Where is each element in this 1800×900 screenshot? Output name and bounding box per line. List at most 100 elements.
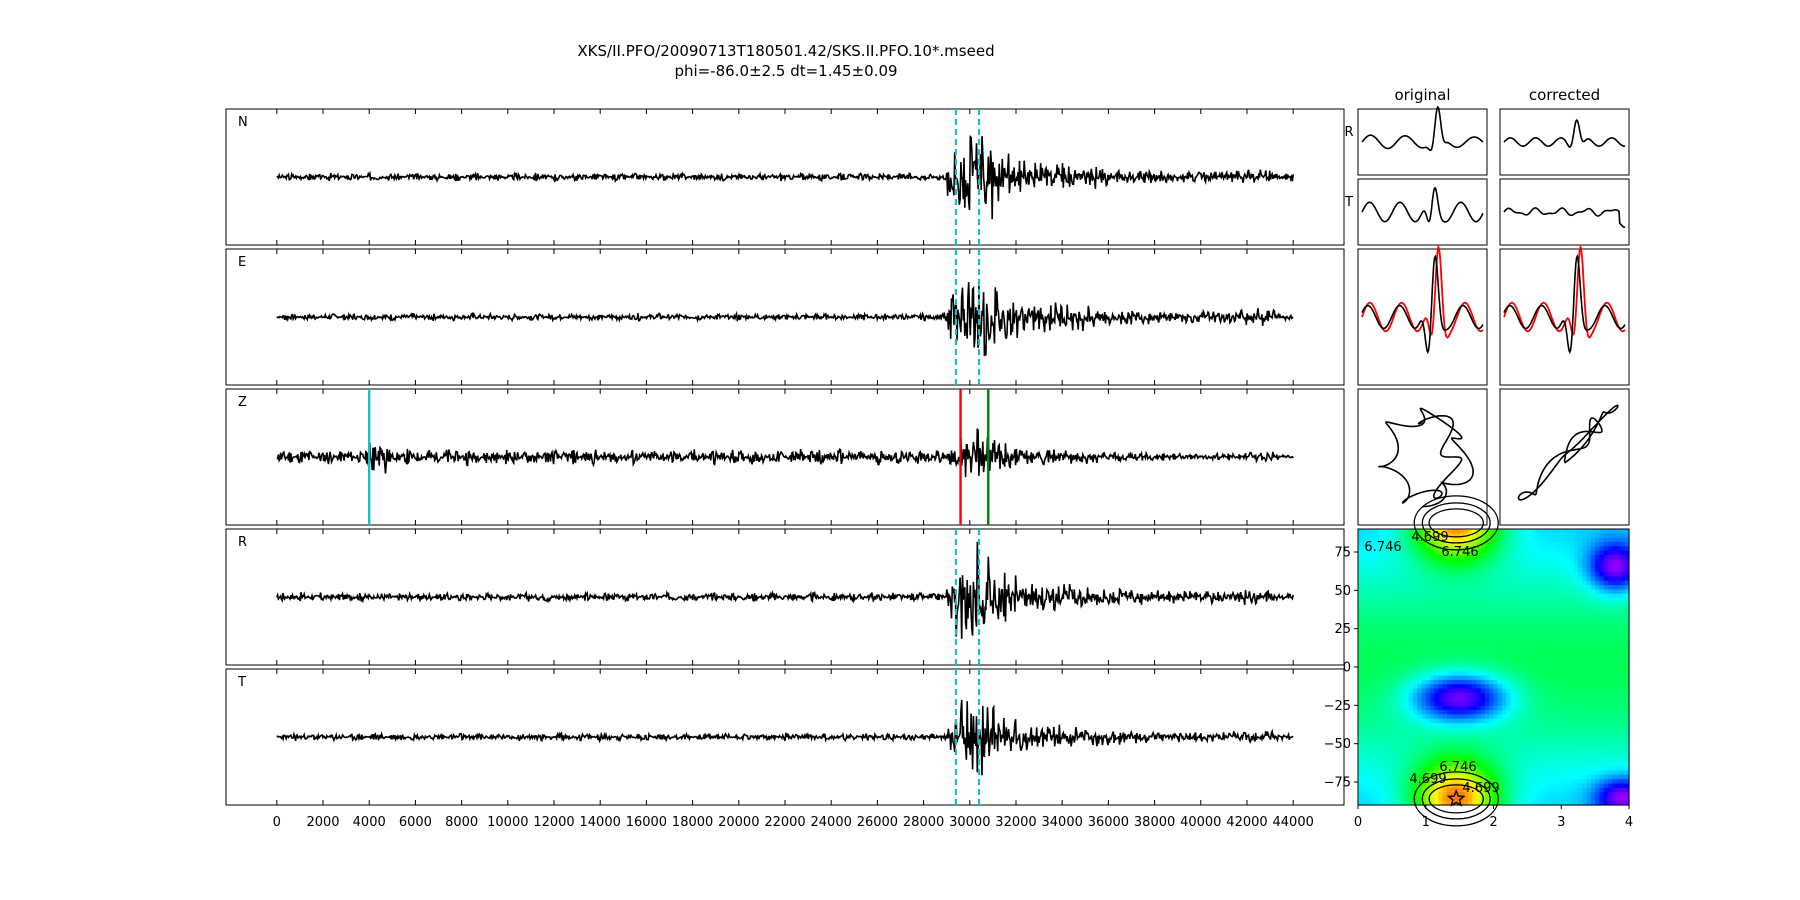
heatmap-cell (1374, 533, 1380, 539)
heatmap-cell (1413, 585, 1418, 590)
heatmap-cell (1383, 585, 1389, 590)
heatmap-cell (1624, 740, 1630, 746)
heatmap-cell (1544, 654, 1550, 659)
heatmap-cell (1379, 774, 1384, 780)
heatmap-cell (1582, 783, 1588, 789)
heatmap-cell (1425, 533, 1431, 539)
heatmap-cell (1620, 610, 1626, 616)
heatmap-cell (1531, 744, 1537, 750)
heatmap-cell (1612, 602, 1617, 608)
rt-trace (1503, 207, 1625, 228)
heatmap-cell (1535, 770, 1541, 776)
heatmap-cell (1557, 692, 1562, 698)
heatmap-cell (1497, 697, 1503, 703)
heatmap-cell (1391, 628, 1397, 634)
heatmap-cell (1620, 533, 1626, 539)
heatmap-cell (1518, 619, 1524, 625)
heatmap-cell (1620, 628, 1626, 634)
heatmap-cell (1485, 748, 1490, 754)
heatmap-cell (1569, 779, 1575, 785)
heatmap-cell (1595, 572, 1600, 578)
heatmap-cell (1501, 615, 1507, 621)
heatmap-cell (1607, 753, 1613, 759)
heatmap-cell (1510, 792, 1516, 797)
heatmap-cell (1506, 654, 1512, 659)
heatmap-cell (1493, 541, 1499, 547)
heatmap-cell (1421, 554, 1427, 560)
x-tick-label: 6000 (399, 815, 432, 830)
heatmap-cell (1417, 662, 1423, 668)
heatmap-cell (1518, 623, 1524, 629)
heatmap-cell (1387, 550, 1393, 556)
heatmap-cell (1413, 559, 1418, 565)
heatmap-cell (1417, 800, 1423, 806)
column-title-original: original (1394, 86, 1450, 104)
heatmap-cell (1451, 546, 1456, 552)
heatmap-cell (1578, 705, 1584, 711)
heatmap-cell (1531, 606, 1537, 612)
heatmap-cell (1527, 589, 1533, 595)
heatmap-cell (1590, 757, 1596, 763)
heatmap-cell (1421, 701, 1427, 707)
heatmap-cell (1366, 649, 1372, 655)
heatmap-cell (1582, 529, 1588, 534)
heatmap-cell (1518, 714, 1524, 720)
heatmap-cell (1391, 658, 1397, 664)
heatmap-cell (1468, 757, 1473, 763)
heatmap-cell (1446, 714, 1452, 720)
heatmap-cell (1374, 649, 1380, 655)
heatmap-cell (1379, 572, 1384, 578)
heatmap-cell (1396, 757, 1401, 763)
heatmap-cell (1366, 537, 1372, 543)
heatmap-cell (1472, 615, 1478, 621)
heatmap-cell (1383, 636, 1389, 642)
heatmap-cell (1540, 546, 1545, 552)
heatmap-cell (1527, 580, 1533, 586)
heatmap-cell (1501, 684, 1507, 690)
heatmap-cell (1434, 718, 1440, 724)
heatmap-cell (1370, 671, 1376, 677)
heatmap-cell (1476, 619, 1482, 625)
heatmap-cell (1552, 589, 1558, 595)
heatmap-cell (1434, 787, 1440, 793)
heatmap-cell (1514, 649, 1520, 655)
heatmap-cell (1421, 567, 1427, 573)
heatmap-cell (1383, 580, 1389, 586)
heatmap-cell (1362, 572, 1368, 578)
heatmap-cell (1362, 636, 1368, 642)
heatmap-cell (1358, 740, 1363, 746)
heatmap-cell (1612, 628, 1617, 634)
heatmap-cell (1391, 744, 1397, 750)
heatmap-cell (1561, 779, 1567, 785)
heatmap-cell (1624, 714, 1630, 720)
heatmap-cell (1578, 563, 1584, 569)
x-tick-label: 36000 (1088, 815, 1129, 830)
heatmap-cell (1480, 645, 1486, 651)
heatmap-cell (1370, 753, 1376, 759)
heatmap-cell (1408, 610, 1414, 616)
heatmap-cell (1438, 567, 1444, 573)
heatmap-cell (1366, 606, 1372, 612)
heatmap-cell (1396, 692, 1401, 698)
heatmap-cell (1514, 774, 1520, 780)
heatmap-cell (1514, 787, 1520, 793)
heatmap-cell (1552, 684, 1558, 690)
heatmap-cell (1451, 675, 1456, 681)
heatmap-cell (1573, 727, 1579, 733)
heatmap-cell (1582, 559, 1588, 565)
heatmap-cell (1476, 779, 1482, 785)
heatmap-cell (1362, 748, 1368, 754)
heatmap-cell (1391, 667, 1397, 672)
heatmap-cell (1374, 770, 1380, 776)
heatmap-cell (1459, 705, 1465, 711)
heatmap-cell (1451, 800, 1456, 806)
heatmap-cell (1603, 529, 1609, 534)
heatmap-cell (1603, 744, 1609, 750)
heatmap-cell (1612, 615, 1617, 621)
heatmap-cell (1552, 779, 1558, 785)
heatmap-cell (1429, 766, 1435, 772)
heatmap-cell (1379, 701, 1384, 707)
heatmap-cell (1459, 585, 1465, 590)
heatmap-cell (1472, 667, 1478, 672)
heatmap-cell (1561, 761, 1567, 767)
